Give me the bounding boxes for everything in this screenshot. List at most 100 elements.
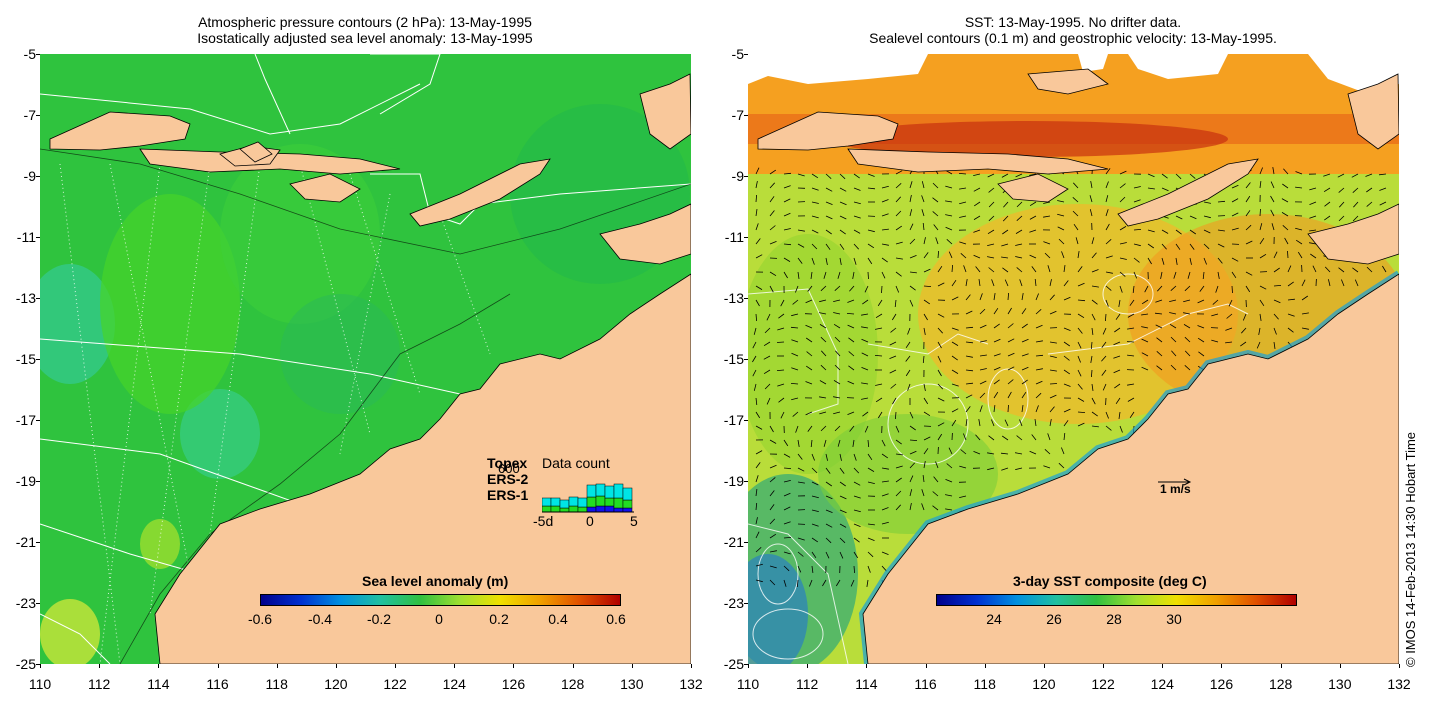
right-xtick-label: 124 [1142,676,1182,692]
left-ytick-mark [36,115,40,116]
velocity-arrow [1366,174,1373,177]
left-cbar-tick-0: -0.6 [240,611,280,627]
velocity-arrow [1016,174,1022,177]
velocity-arrow [895,300,896,307]
data-count-bar [614,498,623,508]
velocity-arrow [1353,202,1358,207]
velocity-arrow [896,211,901,216]
right-xtick-label: 120 [1024,676,1064,692]
data-count-bars [542,472,634,514]
velocity-arrow [756,195,757,202]
velocity-arrow [1260,181,1261,188]
velocity-arrow [974,188,980,191]
velocity-arrow [1190,174,1195,179]
right-xtick-mark [985,664,986,668]
velocity-arrow [1353,188,1358,193]
velocity-arrow [1282,184,1288,188]
right-xtick-label: 122 [1083,676,1123,692]
velocity-arrow [938,370,942,376]
velocity-arrow [1045,449,1050,454]
velocity-arrow [910,224,913,230]
velocity-arrow [812,188,819,190]
velocity-arrow [770,226,775,231]
left-cbar-tick-6: 0.6 [596,611,636,627]
right-xtick-label: 114 [846,676,886,692]
velocity-arrow [890,342,896,345]
velocity-arrow [756,451,762,454]
right-xtick-label: 126 [1201,676,1241,692]
velocity-arrow [896,242,903,244]
left-ytick-label: -13 [2,290,36,306]
velocity-arrow [1367,202,1372,207]
velocity-arrow [826,230,832,234]
velocity-arrow [878,300,882,306]
velocity-arrow [891,328,897,332]
velocity-arrow [933,211,938,216]
velocity-arrow [966,395,972,398]
left-xtick-label: 116 [198,676,238,692]
velocity-arrow [784,186,791,188]
velocity-arrow [1120,197,1125,202]
left-xtick-mark [158,664,159,668]
data-count-bar [542,506,551,512]
velocity-arrow [1002,436,1008,440]
velocity-arrow [924,269,930,272]
velocity-arrow [959,188,966,189]
velocity-arrow [1176,174,1181,179]
left-cbar-tick-5: 0.4 [538,611,578,627]
right-ytick-label: -9 [710,168,744,184]
left-ytick-label: -9 [2,168,36,184]
data-count-xtick-2: 5 [630,514,638,529]
velocity-arrow [924,384,925,391]
right-xtick-label: 132 [1379,676,1419,692]
velocity-arrow [989,202,994,207]
velocity-arrow [1001,468,1008,470]
velocity-arrow [1092,426,1099,427]
velocity-arrow [840,174,845,179]
velocity-arrow [756,209,757,216]
velocity-arrow [784,229,791,231]
right-xtick-label: 128 [1261,676,1301,692]
velocity-arrow [1120,426,1123,433]
velocity-arrow [840,216,846,219]
velocity-arrow [896,258,903,259]
left-cbar-tick-3: 0 [419,611,459,627]
velocity-arrow [882,272,885,278]
velocity-arrow [868,538,875,541]
data-count-bar [578,507,587,512]
velocity-arrow [826,202,833,205]
right-ytick-label: -21 [710,534,744,550]
velocity-arrow [1035,419,1036,426]
left-xtick-label: 114 [138,676,178,692]
right-xtick-mark [1281,664,1282,668]
velocity-arrow [1061,448,1064,455]
right-colorbar-label: 3-day SST composite (deg C) [1013,573,1207,589]
velocity-arrow [945,201,952,202]
velocity-arrow [890,356,897,359]
velocity-arrow [910,209,912,216]
velocity-arrow [1325,202,1331,206]
data-count-bar [569,506,578,512]
left-xtick-label: 128 [553,676,593,692]
velocity-arrow [989,436,995,440]
velocity-arrow [1232,199,1238,202]
right-ytick-mark [744,481,748,482]
left-colorbar-label: Sea level anomaly (m) [362,573,508,589]
velocity-arrow [798,174,805,176]
velocity-arrow [938,398,944,401]
velocity-arrow [777,342,784,343]
velocity-arrow [756,255,762,258]
right-ytick-label: -11 [710,229,744,245]
velocity-arrow [1271,182,1274,188]
velocity-arrow [876,314,882,318]
velocity-arrow [910,239,915,244]
data-count-xtick-0: -5d [533,514,553,529]
velocity-arrow [979,419,980,426]
velocity-arrow [1148,174,1155,177]
velocity-arrow [908,384,910,391]
velocity-arrow [896,286,899,293]
data-count-bar [596,484,605,496]
velocity-arrow [784,199,790,202]
left-xtick-mark [277,664,278,668]
right-ytick-mark [744,603,748,604]
